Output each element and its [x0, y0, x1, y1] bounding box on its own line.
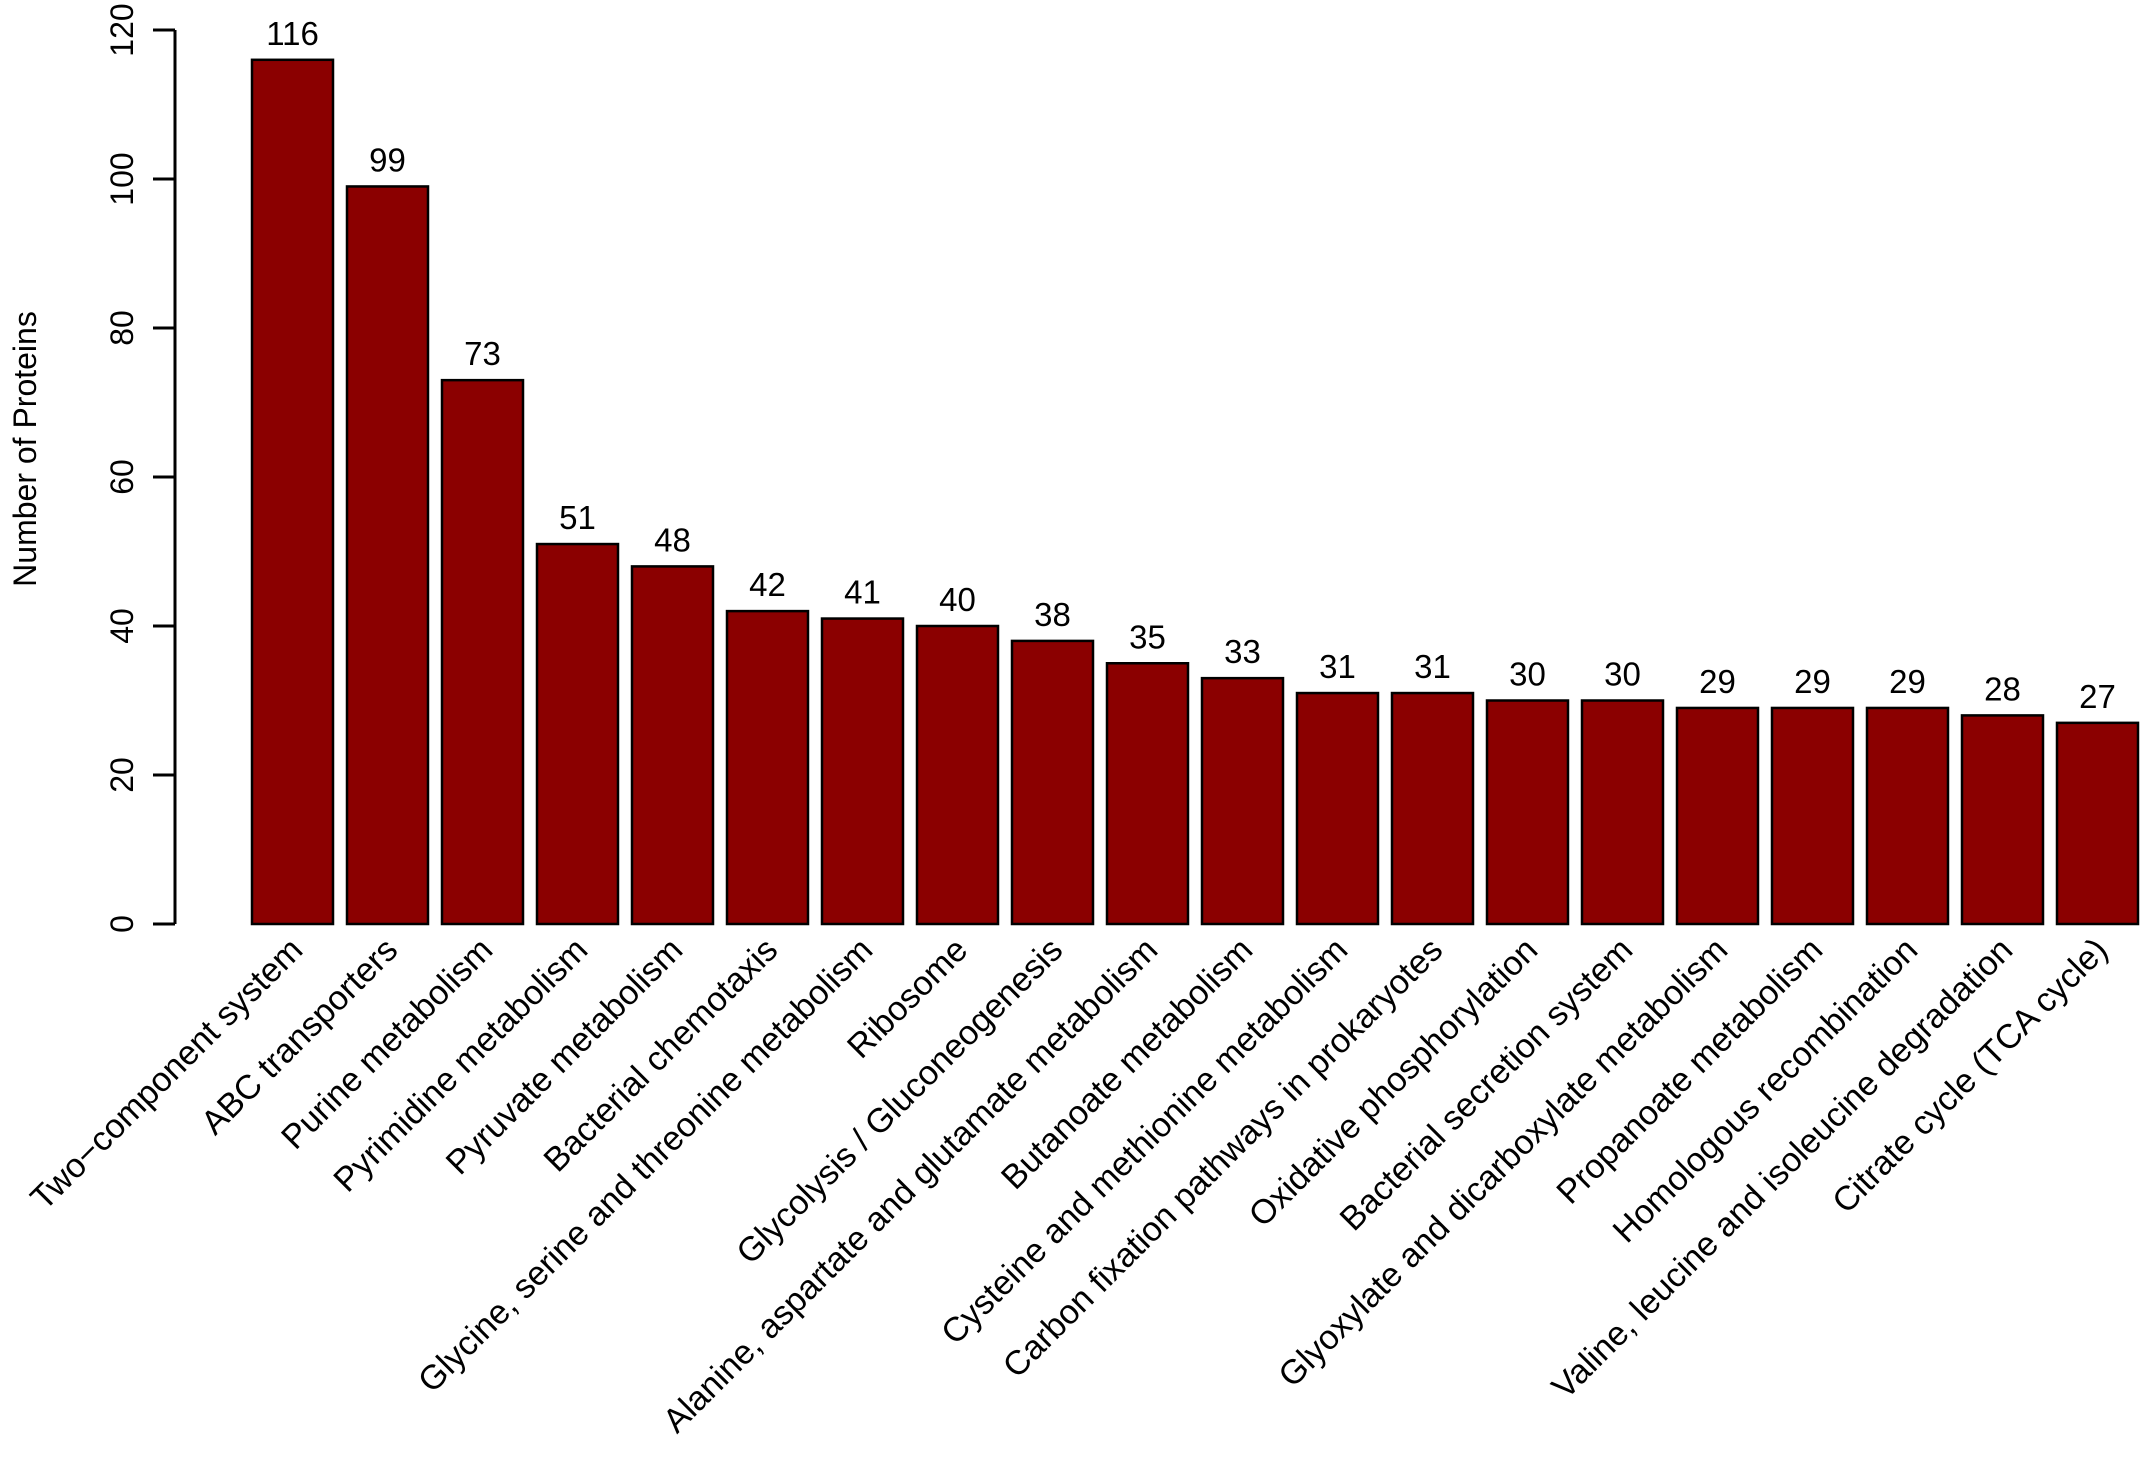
y-tick-label: 20: [104, 757, 140, 793]
bar: [250, 58, 335, 926]
bar-value-label: 42: [749, 566, 786, 603]
bar: [1200, 676, 1285, 926]
bar-value-label: 30: [1509, 656, 1546, 693]
bar-value-label: 41: [844, 574, 881, 611]
y-tick-label: 60: [104, 459, 140, 495]
bar: [535, 542, 620, 926]
y-axis: 0 20 40 60 80 100 120: [104, 3, 177, 933]
bar: [1960, 714, 2045, 926]
bar-value-label: 116: [266, 15, 319, 52]
category-label: Carbon fixation pathways in prokaryotes: [996, 931, 1451, 1386]
bar-value-label: 38: [1034, 596, 1071, 633]
bar: [440, 378, 525, 926]
bar: [1105, 662, 1190, 926]
bar-value-label: 48: [654, 521, 691, 558]
bar-value-label: 27: [2079, 678, 2116, 715]
bar: [1390, 691, 1475, 926]
bar: [915, 624, 1000, 926]
y-tick-label: 40: [104, 608, 140, 644]
bar: [1865, 706, 1950, 926]
y-tick-label: 80: [104, 310, 140, 346]
bar-value-label: 73: [464, 335, 501, 372]
bar: [2055, 721, 2140, 926]
bar: [820, 617, 905, 926]
bar: [1770, 706, 1855, 926]
bar-value-label: 29: [1794, 663, 1831, 700]
y-tick-label: 120: [104, 3, 140, 56]
bars-group: [250, 58, 2140, 926]
bar-value-label: 30: [1604, 656, 1641, 693]
bar-value-label: 29: [1889, 663, 1926, 700]
bar-value-label: 31: [1414, 648, 1451, 685]
bar-value-label: 29: [1699, 663, 1736, 700]
bar: [1580, 699, 1665, 926]
y-axis-label: Number of Proteins: [7, 311, 43, 587]
bar-value-label: 51: [559, 499, 596, 536]
bar: [1295, 691, 1380, 926]
bar-value-label: 33: [1224, 633, 1261, 670]
y-tick-label: 0: [104, 915, 140, 933]
y-tick-label: 100: [104, 152, 140, 205]
bar-value-label: 99: [369, 141, 406, 178]
bar: [1010, 639, 1095, 926]
bar-value-label: 35: [1129, 618, 1166, 655]
bar-value-label: 28: [1984, 670, 2021, 707]
bar: [630, 565, 715, 926]
bar: [1485, 699, 1570, 926]
bar-value-label: 31: [1319, 648, 1356, 685]
bar-value-label: 40: [939, 581, 976, 618]
bar: [725, 609, 810, 926]
bar: [345, 185, 430, 926]
bar: [1675, 706, 1760, 926]
data-labels-group: 116 99 73 51 48 42 41 40 38 35 33 31 31 30 30 29 29 29 28 2…: [266, 15, 2116, 715]
